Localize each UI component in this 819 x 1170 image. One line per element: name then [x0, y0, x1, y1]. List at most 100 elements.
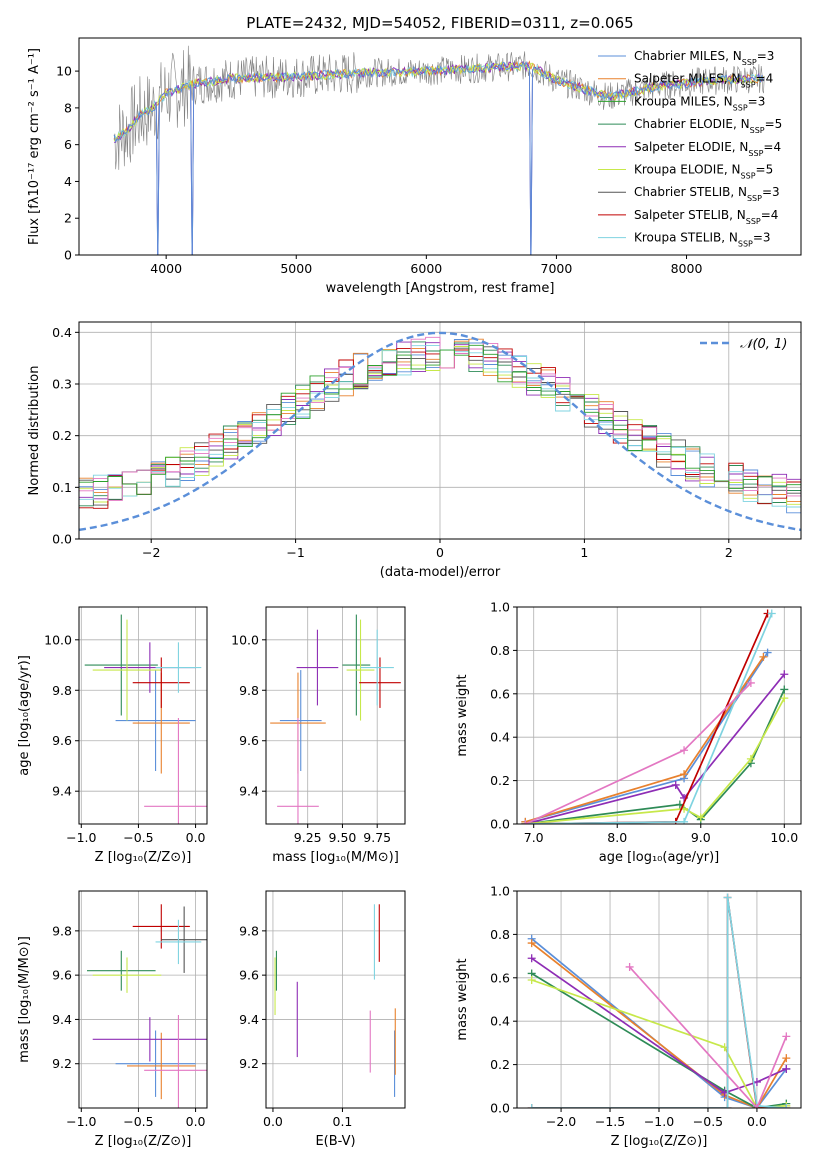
weight-marker [723, 893, 732, 902]
weight-marker [782, 1064, 791, 1073]
error-bar-point [92, 957, 162, 993]
y-tick-label: 9.6 [52, 968, 72, 983]
y-tick-label: 9.8 [52, 683, 72, 698]
plot-area [270, 614, 401, 824]
y-tick-label: 2 [64, 211, 72, 226]
error-bar-point [346, 619, 375, 721]
weight-marker [680, 770, 689, 779]
x-tick-label: 9.0 [691, 830, 711, 845]
error-bar-point [144, 1015, 207, 1108]
y-tick-label: 8 [64, 100, 72, 115]
legend-label: Salpeter ELODIE, NSSP=4 [634, 140, 781, 158]
panel-age-vs-mass: 9.25 9.50 9.75 9.4 9.6 9.8 10.0 mass [log₁₀(M/M… [231, 606, 406, 865]
error-bar-point [132, 904, 190, 949]
axes-frame [78, 890, 208, 1109]
legend-label: Kroupa MILES, NSSP=3 [634, 94, 765, 112]
weight-marker [759, 652, 768, 661]
x-tick-label: 0.0 [186, 830, 206, 845]
weight-marker [625, 962, 634, 971]
panel-residuals: 𝒩(0, 1) −2 −1 0 1 2 0.0 0.1 0.2 0.3 0.4 (data-model… [27, 321, 802, 580]
x-tick-label: 9.75 [363, 830, 391, 845]
error-bar-point [296, 629, 339, 706]
figure-title: PLATE=2432, MJD=54052, FIBERID=0311, z=0… [246, 14, 633, 32]
weight-marker [780, 694, 789, 703]
weight-marker [763, 648, 772, 657]
error-bar-point [342, 614, 371, 716]
error-bar-point [132, 657, 190, 708]
weight-marker [521, 820, 530, 824]
x-tick-label: −2 [142, 545, 160, 560]
y-tick-label: 0.6 [490, 686, 510, 701]
x-tick-label: −0.5 [693, 1114, 723, 1129]
error-bar-point [277, 718, 319, 824]
weight-series [521, 678, 755, 824]
y-axis-label: Flux [fλ10⁻¹⁷ erg cm⁻² s⁻¹ A⁻¹] [27, 48, 42, 245]
weight-marker [527, 975, 536, 984]
legend-label: Chabrier STELIB, NSSP=3 [634, 185, 780, 203]
panel-mass-vs-Z: −1.0 −0.5 0.0 9.2 9.4 9.6 9.8 Z [log₁₀(Z/Z⊙)] ma… [17, 890, 208, 1149]
weight-marker [752, 1104, 761, 1108]
y-tick-label: 0.2 [490, 1057, 510, 1072]
y-tick-label: 9.6 [239, 733, 259, 748]
axes-frame [265, 606, 406, 825]
x-axis-label: Z [log₁₀(Z/Z⊙)] [95, 850, 192, 865]
weight-marker [746, 678, 755, 687]
weight-marker [723, 1104, 732, 1108]
y-axis-label: mass weight [455, 958, 470, 1040]
y-tick-label: 9.8 [239, 683, 259, 698]
weight-marker [767, 609, 776, 618]
y-tick-label: 9.6 [239, 968, 259, 983]
y-tick-label: 0 [64, 248, 72, 263]
panel-age-vs-Z: −1.0 −0.5 0.0 9.4 9.6 9.8 10.0 Z [log₁₀(Z/Z⊙)] a… [17, 606, 208, 865]
weight-marker [680, 746, 689, 755]
error-bar-point [115, 1030, 196, 1097]
weight-marker [782, 1032, 791, 1041]
weight-marker [680, 817, 689, 824]
weight-marker [696, 813, 705, 822]
weight-line [525, 689, 786, 824]
x-tick-label: 8000 [671, 261, 703, 276]
weight-series [521, 609, 772, 824]
x-tick-label: 0 [436, 545, 444, 560]
weight-line [628, 966, 788, 1108]
y-tick-label: 9.4 [239, 784, 259, 799]
legend-label: Chabrier ELODIE, NSSP=5 [634, 117, 782, 135]
y-tick-label: 4 [64, 174, 72, 189]
x-tick-label: 7000 [541, 261, 573, 276]
error-bar-point [87, 950, 156, 991]
axes-frame [516, 606, 802, 825]
y-tick-label: 9.2 [52, 1056, 72, 1071]
legend: Chabrier MILES, NSSP=3 Salpeter MILES, NS… [598, 49, 782, 248]
weight-marker [780, 670, 789, 679]
x-tick-label: 2 [725, 545, 733, 560]
error-bar-point [360, 629, 394, 706]
x-tick-label: −1 [286, 545, 304, 560]
y-tick-label: 9.4 [52, 784, 72, 799]
y-tick-label: 0.8 [490, 643, 510, 658]
x-axis-label: (data-model)/error [380, 565, 501, 580]
y-tick-label: 1.0 [490, 600, 510, 615]
weight-marker [780, 685, 789, 694]
x-tick-label: 6000 [410, 261, 442, 276]
y-tick-label: 9.6 [52, 733, 72, 748]
x-axis-label: Z [log₁₀(Z/Z⊙)] [611, 1134, 708, 1149]
plot-area [84, 614, 207, 824]
y-tick-label: 0.4 [490, 730, 510, 745]
legend-label: Kroupa STELIB, NSSP=3 [634, 231, 771, 249]
y-axis-label: mass [log₁₀(M/M⊙)] [17, 936, 32, 1063]
y-tick-label: 10.0 [44, 632, 72, 647]
x-tick-label: −1.0 [66, 1114, 96, 1129]
y-tick-label: 6 [64, 137, 72, 152]
weight-line [531, 942, 788, 1108]
y-tick-label: 9.4 [52, 1012, 72, 1027]
x-tick-label: −2.0 [546, 1114, 576, 1129]
y-axis-label: age [log₁₀(age/yr)] [17, 655, 32, 776]
residual-histogram [79, 346, 801, 505]
weight-line [525, 682, 752, 824]
y-tick-label: 10 [56, 64, 72, 79]
error-bar-point [84, 614, 158, 716]
weight-series [527, 954, 791, 1097]
panel-spectrum: Chabrier MILES, NSSP=3 Salpeter MILES, NS… [27, 37, 802, 296]
x-axis-label: wavelength [Angstrom, rest frame] [326, 281, 555, 296]
y-tick-label: 9.8 [52, 923, 72, 938]
